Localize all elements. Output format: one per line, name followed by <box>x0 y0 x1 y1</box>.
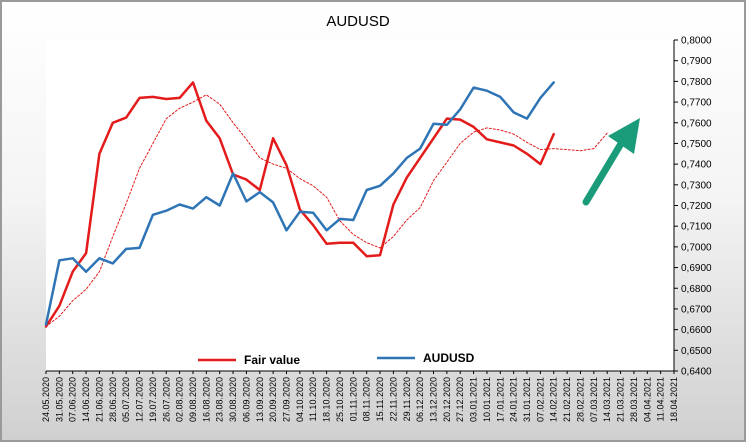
x-tick-label: 14.02.2021 <box>549 377 559 422</box>
y-tick-label: 0,6600 <box>681 325 712 336</box>
x-tick-label: 23.08.2020 <box>215 377 225 422</box>
y-tick-label: 0,7400 <box>681 160 712 171</box>
x-tick-label: 13.12.2020 <box>428 377 438 422</box>
x-tick-label: 18.10.2020 <box>322 377 332 422</box>
audusd-line <box>44 81 555 326</box>
y-tick-label: 0,6800 <box>681 284 712 295</box>
x-tick-label: 28.03.2021 <box>629 377 639 422</box>
x-tick-label: 08.11.2020 <box>362 377 372 421</box>
x-tick-label: 31.01.2021 <box>522 377 532 422</box>
y-tick-label: 0,6900 <box>681 263 712 274</box>
annotation-arrow <box>582 118 640 206</box>
y-tick-label: 0,7000 <box>681 242 712 253</box>
y-tick-label: 0,6400 <box>681 367 712 378</box>
x-tick-label: 28.06.2020 <box>108 377 118 422</box>
y-tick-label: 0,7500 <box>681 139 712 150</box>
x-tick-label: 10.01.2021 <box>482 377 492 422</box>
x-tick-label: 06.09.2020 <box>241 377 251 422</box>
fair-value-trend-line <box>45 94 608 327</box>
x-tick-label: 02.08.2020 <box>175 377 185 422</box>
x-tick-label: 12.07.2020 <box>135 377 145 422</box>
x-tick-label: 21.03.2021 <box>616 377 626 422</box>
x-tick-label: 04.10.2020 <box>295 377 305 422</box>
y-tick-label: 0,6500 <box>681 346 712 357</box>
series-layer <box>44 81 608 328</box>
arrow-head <box>608 118 640 154</box>
chart-title: AUDUSD <box>326 13 390 30</box>
x-tick-label: 27.09.2020 <box>282 377 292 422</box>
x-tick-label: 27.12.2020 <box>455 377 465 422</box>
y-tick-label: 0,7900 <box>681 56 712 67</box>
y-tick-label: 0,7200 <box>681 201 712 212</box>
x-tick-label: 11.04.2021 <box>656 377 666 421</box>
x-tick-label: 05.07.2020 <box>121 377 131 422</box>
y-tick-label: 0,8000 <box>681 36 712 47</box>
arrow-shaft <box>582 138 626 206</box>
x-tick-label: 31.05.2020 <box>54 377 64 422</box>
x-tick-label: 22.11.2020 <box>388 377 398 421</box>
x-tick-label: 30.08.2020 <box>228 377 238 422</box>
y-tick-label: 0,7800 <box>681 77 712 88</box>
x-tick-label: 21.02.2021 <box>562 377 572 422</box>
x-tick-label: 06.12.2020 <box>415 377 425 422</box>
legend-label: AUDUSD <box>423 351 475 365</box>
x-tick-label: 25.10.2020 <box>335 377 345 422</box>
legend: Fair value AUDUSD <box>198 351 475 367</box>
x-tick-label: 11.10.2020 <box>308 377 318 421</box>
x-tick-label: 20.09.2020 <box>268 377 278 422</box>
y-tick-label: 0,7700 <box>681 98 712 109</box>
fair-value-line <box>44 81 555 328</box>
x-tick-label: 19.07.2020 <box>148 377 158 422</box>
x-tick-label: 03.01.2021 <box>469 377 479 422</box>
x-tick-label: 15.11.2020 <box>375 377 385 421</box>
x-tick-label: 24.05.2020 <box>41 377 51 422</box>
x-tick-label: 24.01.2021 <box>509 377 519 422</box>
x-tick-label: 28.02.2021 <box>575 377 585 422</box>
x-tick-label: 17.01.2021 <box>495 377 505 422</box>
x-tick-label: 26.07.2020 <box>161 377 171 422</box>
x-tick-label: 09.08.2020 <box>188 377 198 422</box>
x-axis-ticks: 24.05.2020 31.05.2020 07.06.2020 14.06.2020… <box>41 371 679 422</box>
x-tick-label: 07.02.2021 <box>535 377 545 422</box>
x-tick-label: 14.03.2021 <box>602 377 612 422</box>
y-tick-label: 0,7100 <box>681 222 712 233</box>
y-axis-ticks: 0,6400 0,6500 0,6600 0,6700 0,6800 0,6900 0,70… <box>674 36 712 378</box>
x-tick-label: 01.11.2020 <box>348 377 358 421</box>
x-tick-label: 21.06.2020 <box>94 377 104 422</box>
x-tick-label: 20.12.2020 <box>442 377 452 422</box>
y-tick-label: 0,6700 <box>681 304 712 315</box>
x-tick-label: 29.11.2020 <box>402 377 412 421</box>
x-tick-label: 07.06.2020 <box>68 377 78 422</box>
x-tick-label: 14.06.2020 <box>81 377 91 422</box>
x-tick-label: 16.08.2020 <box>201 377 211 422</box>
y-tick-label: 0,7300 <box>681 180 712 191</box>
x-tick-label: 18.04.2021 <box>669 377 679 422</box>
x-tick-label: 04.04.2021 <box>642 377 652 422</box>
x-tick-label: 13.09.2020 <box>255 377 265 422</box>
y-tick-label: 0,7600 <box>681 118 712 129</box>
legend-label: Fair value <box>244 353 300 367</box>
x-tick-label: 07.03.2021 <box>589 377 599 422</box>
